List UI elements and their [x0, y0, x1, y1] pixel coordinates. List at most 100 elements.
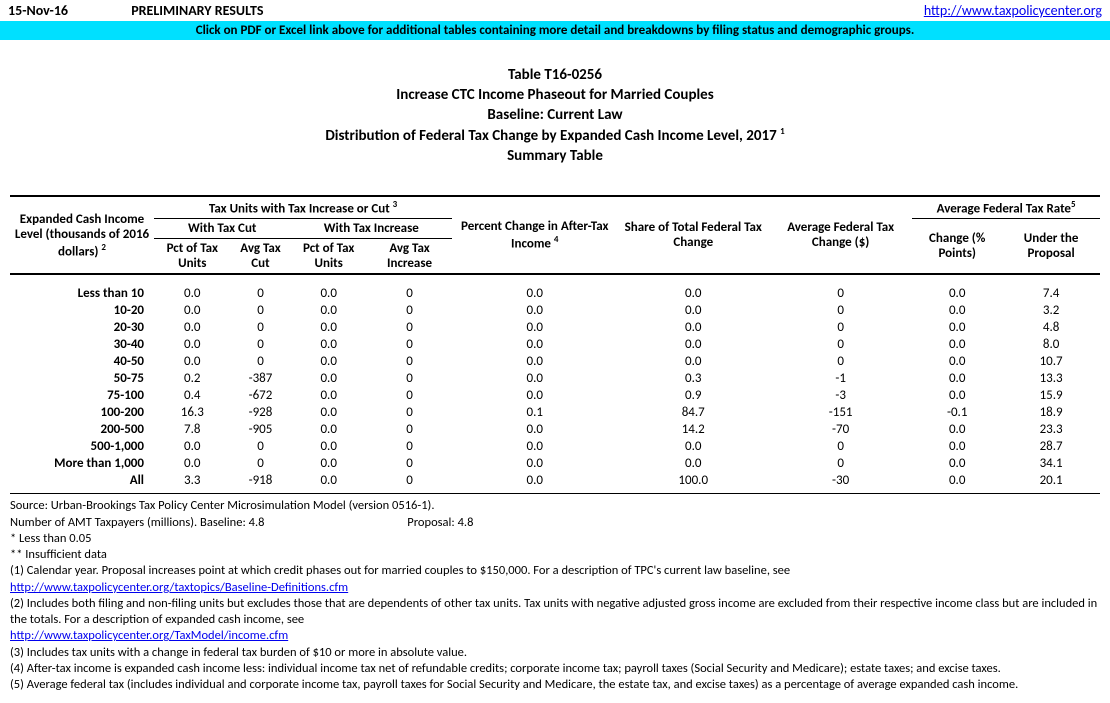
cell: 100.0 — [617, 472, 769, 489]
row-label: 75-100 — [10, 387, 154, 404]
footnote-link-1[interactable]: http://www.taxpolicycenter.org/taxtopics… — [10, 580, 348, 595]
cell: -905 — [231, 421, 291, 438]
cell: 0.0 — [452, 319, 617, 336]
cell: 0.0 — [154, 455, 231, 472]
cell: 0 — [231, 455, 291, 472]
date-text: 15-Nov-16 — [8, 2, 68, 19]
cell: 14.2 — [617, 421, 769, 438]
col-avg-cut: Avg Tax Cut — [231, 239, 291, 275]
cell: 0.0 — [452, 455, 617, 472]
col-change-pts: Change (% Points) — [912, 219, 1002, 275]
cell: 0.0 — [290, 285, 367, 302]
cell: -672 — [231, 387, 291, 404]
cell: 0.0 — [617, 285, 769, 302]
row-label: 10-20 — [10, 302, 154, 319]
col-under-prop: Under the Proposal — [1002, 219, 1100, 275]
cell: 0 — [769, 319, 912, 336]
col-pct-units-cut: Pct of Tax Units — [154, 239, 231, 275]
cell: 0 — [769, 353, 912, 370]
footnote-3: (3) Includes tax units with a change in … — [10, 645, 1100, 661]
cell: 0.0 — [912, 319, 1002, 336]
cell: 0.0 — [290, 455, 367, 472]
col-share: Share of Total Federal Tax Change — [617, 196, 769, 274]
cell: 0.0 — [290, 438, 367, 455]
col-income-level: Expanded Cash Income Level (thousands of… — [10, 196, 154, 274]
cell: 15.9 — [1002, 387, 1100, 404]
cell: 0.0 — [617, 302, 769, 319]
cell: 8.0 — [1002, 336, 1100, 353]
cell: 0 — [231, 302, 291, 319]
title-block: Table T16-0256 Increase CTC Income Phase… — [0, 66, 1110, 165]
footnote-link-2[interactable]: http://www.taxpolicycenter.org/TaxModel/… — [10, 628, 288, 643]
table-row: 100-20016.3-9280.000.184.7-151-0.118.9 — [10, 404, 1100, 421]
table-row: Less than 100.000.000.00.000.07.4 — [10, 285, 1100, 302]
cell: 0.0 — [154, 302, 231, 319]
cell: 0.9 — [617, 387, 769, 404]
row-label: 50-75 — [10, 370, 154, 387]
cell: 0 — [367, 404, 452, 421]
cell: 0.0 — [617, 455, 769, 472]
cell: 0.0 — [912, 472, 1002, 489]
cell: 0 — [769, 455, 912, 472]
cell: 0.0 — [290, 370, 367, 387]
cell: 23.3 — [1002, 421, 1100, 438]
cell: 0.0 — [290, 387, 367, 404]
cell: -151 — [769, 404, 912, 421]
title-line-3: Baseline: Current Law — [0, 106, 1110, 124]
cell: 0.0 — [912, 336, 1002, 353]
table-row: 10-200.000.000.00.000.03.2 — [10, 302, 1100, 319]
footnote-2: (2) Includes both filing and non-filing … — [10, 596, 1100, 629]
cell: 0.0 — [290, 353, 367, 370]
cell: 0.0 — [912, 438, 1002, 455]
cell: -30 — [769, 472, 912, 489]
cell: 18.9 — [1002, 404, 1100, 421]
top-bar: 15-Nov-16 PRELIMINARY RESULTS http://www… — [0, 0, 1110, 21]
cell: 0.0 — [290, 319, 367, 336]
cell: 0.0 — [452, 285, 617, 302]
cell: 7.8 — [154, 421, 231, 438]
col-group-taxunits: Tax Units with Tax Increase or Cut 3 — [154, 196, 452, 219]
cell: 0.4 — [154, 387, 231, 404]
cell: 0.0 — [452, 387, 617, 404]
table-row: 50-750.2-3870.000.00.3-10.013.3 — [10, 370, 1100, 387]
cell: 0 — [231, 353, 291, 370]
cell: 3.2 — [1002, 302, 1100, 319]
table-row: All3.3-9180.000.0100.0-300.020.1 — [10, 472, 1100, 489]
cell: 0.0 — [912, 387, 1002, 404]
cell: 0 — [769, 438, 912, 455]
cell: 16.3 — [154, 404, 231, 421]
cell: 0.0 — [154, 319, 231, 336]
cell: 0.0 — [617, 319, 769, 336]
row-label: All — [10, 472, 154, 489]
cell: 4.8 — [1002, 319, 1100, 336]
footnote-star1: * Less than 0.05 — [10, 531, 1100, 547]
cell: 0 — [367, 285, 452, 302]
footnote-star2: ** Insufficient data — [10, 547, 1100, 563]
col-with-cut: With Tax Cut — [154, 219, 290, 239]
cell: 0.0 — [154, 353, 231, 370]
cell: 84.7 — [617, 404, 769, 421]
cell: 34.1 — [1002, 455, 1100, 472]
cell: 0.0 — [617, 353, 769, 370]
row-label: 30-40 — [10, 336, 154, 353]
footnote-source: Source: Urban-Brookings Tax Policy Cente… — [10, 498, 1100, 514]
cell: 10.7 — [1002, 353, 1100, 370]
col-with-increase: With Tax Increase — [290, 219, 452, 239]
cell: 0.0 — [290, 404, 367, 421]
cell: 0.0 — [912, 302, 1002, 319]
cell: 0 — [769, 336, 912, 353]
title-line-1: Table T16-0256 — [0, 66, 1110, 84]
cell: 0.0 — [154, 336, 231, 353]
cell: 0 — [367, 319, 452, 336]
cell: 0.2 — [154, 370, 231, 387]
row-label: More than 1,000 — [10, 455, 154, 472]
row-label: 200-500 — [10, 421, 154, 438]
data-table: Expanded Cash Income Level (thousands of… — [10, 195, 1100, 494]
top-link[interactable]: http://www.taxpolicycenter.org — [924, 2, 1102, 19]
table-row: 40-500.000.000.00.000.010.7 — [10, 353, 1100, 370]
cell: 0.0 — [617, 336, 769, 353]
table-row: More than 1,0000.000.000.00.000.034.1 — [10, 455, 1100, 472]
table-row: 75-1000.4-6720.000.00.9-30.015.9 — [10, 387, 1100, 404]
cell: 0 — [367, 353, 452, 370]
col-avg-inc: Avg Tax Increase — [367, 239, 452, 275]
